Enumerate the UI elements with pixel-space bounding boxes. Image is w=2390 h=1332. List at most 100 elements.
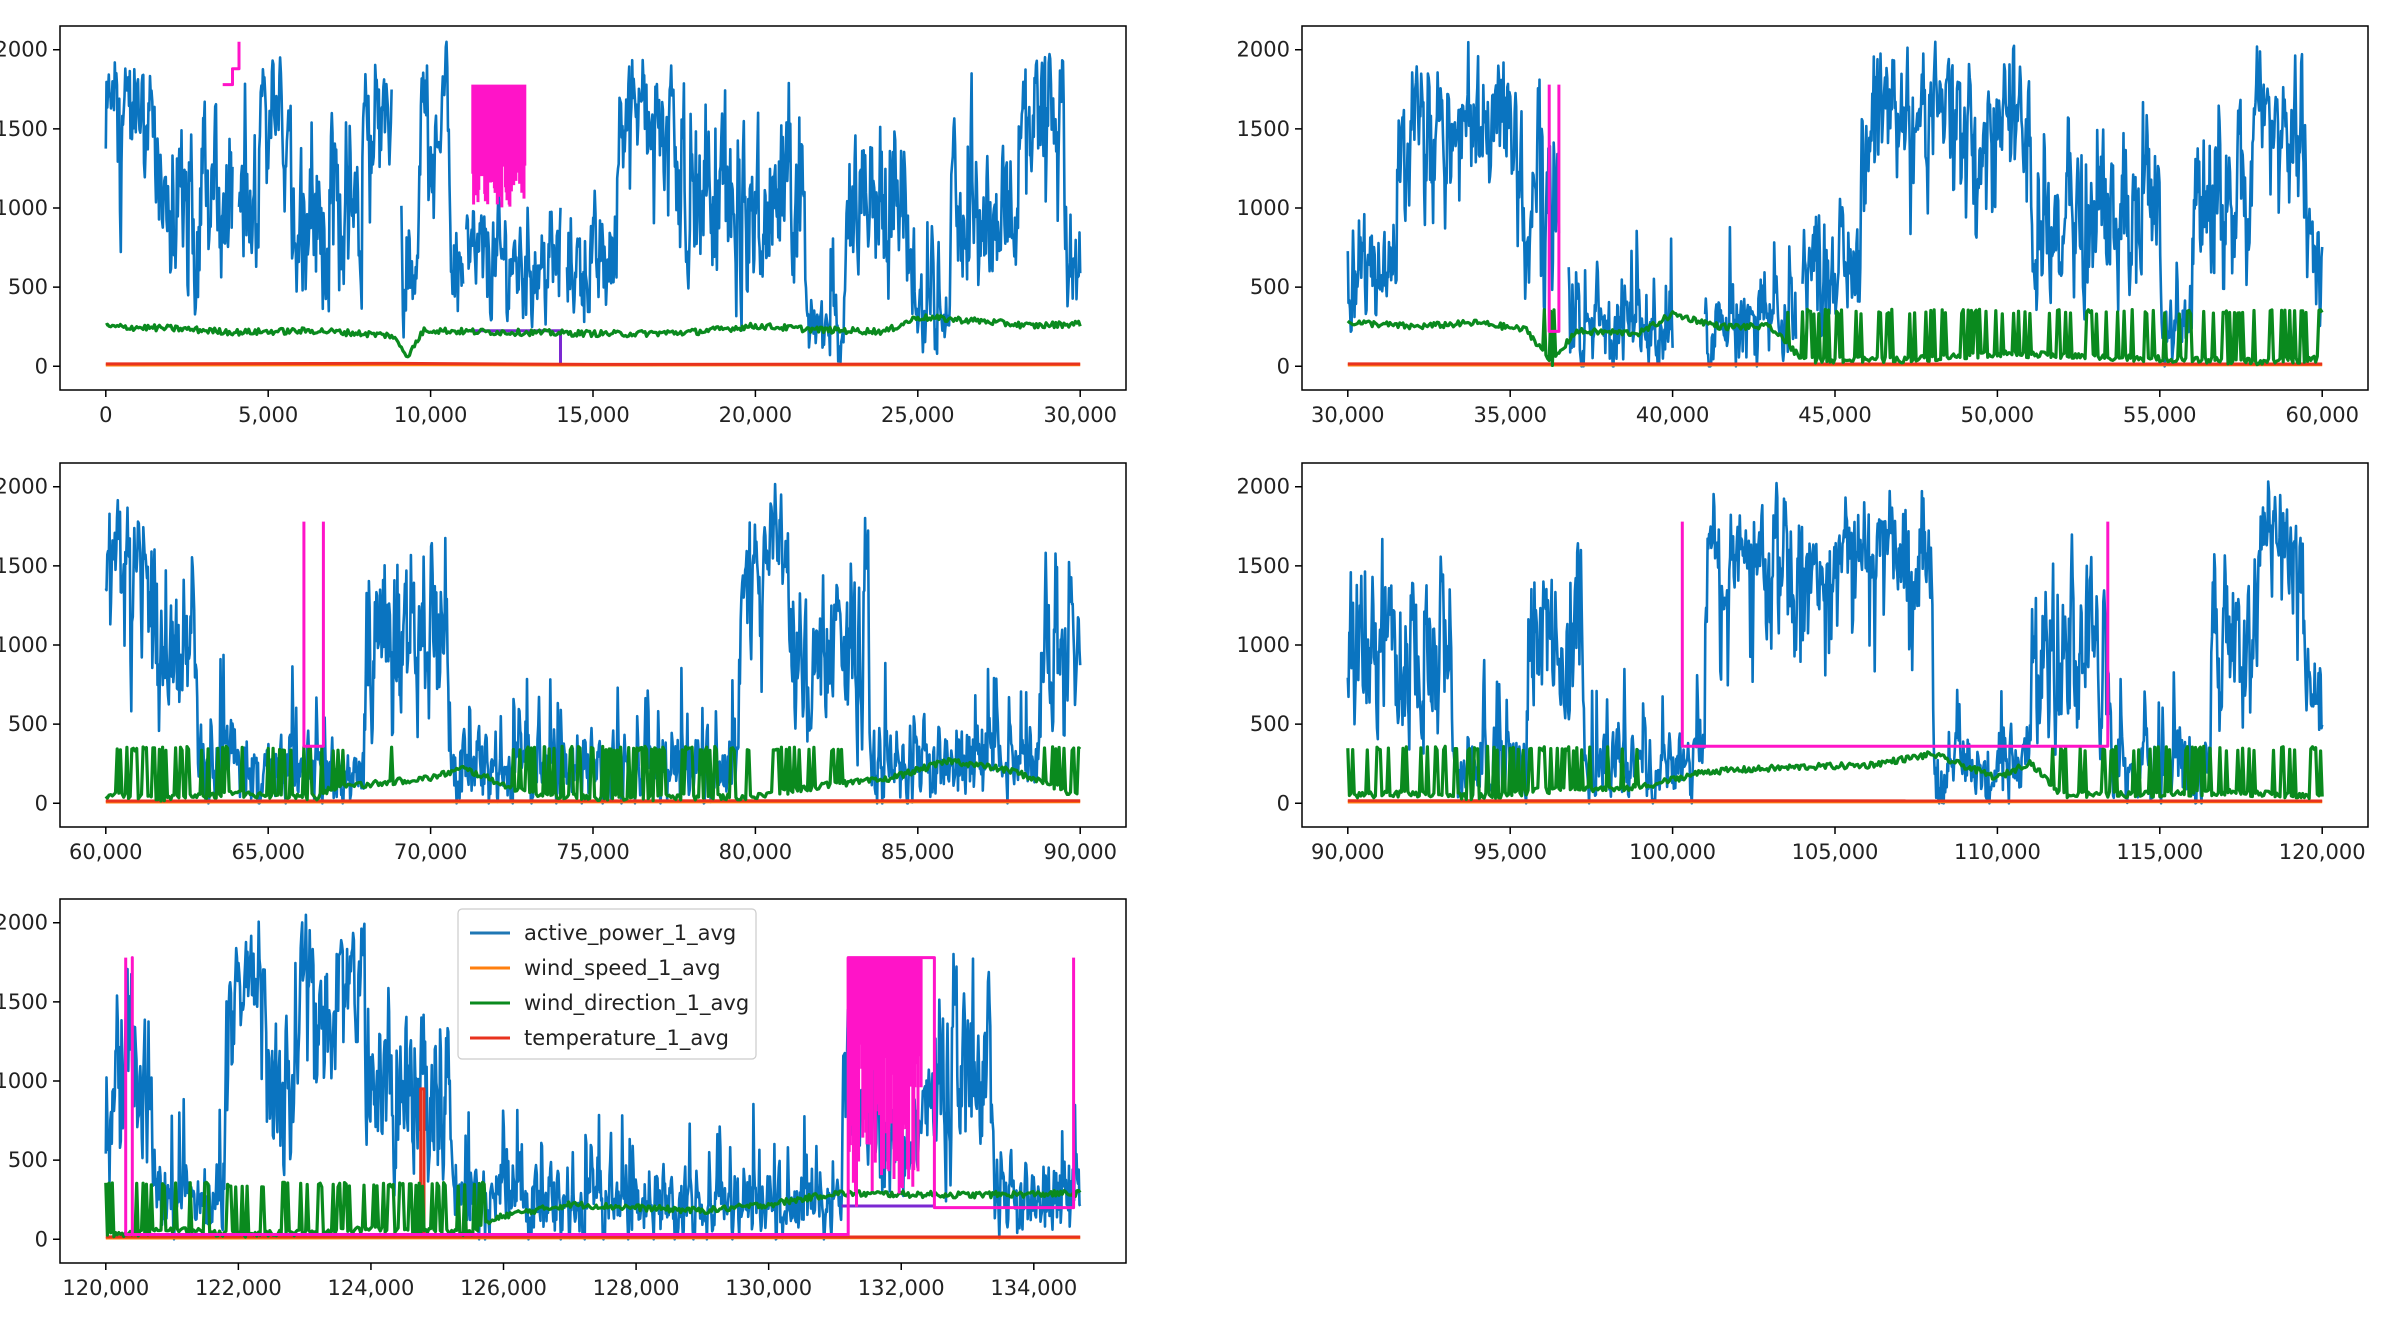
y-tick-label: 2000 [1237, 475, 1290, 499]
subplot-2: 0 500 1000 1500 2000 30,000 35,000 40,000 45,000… [1237, 25, 2369, 427]
plot-area [104, 913, 1082, 1241]
x-tick-label: 30,000 [1043, 403, 1116, 427]
y-tick-label: 2000 [0, 475, 48, 499]
series-burst-extra-magenta [471, 84, 527, 208]
series-line-temperature [419, 1087, 426, 1237]
x-tick-label: 0 [99, 403, 112, 427]
x-tick-label: 60,000 [2285, 403, 2358, 427]
series-line-extra-magenta [124, 956, 1076, 1236]
series-line-active-power [1703, 225, 1798, 368]
series-line-wind-direction [104, 744, 1082, 803]
x-tick-label: 120,000 [62, 1276, 149, 1300]
y-tick-label: 500 [8, 712, 48, 736]
series-line-active-power [1346, 40, 1561, 333]
legend-label: wind_direction_1_avg [524, 991, 749, 1016]
x-tick-label: 65,000 [231, 840, 304, 864]
y-tick-label: 2000 [1237, 38, 1290, 62]
x-tick-label: 134,000 [990, 1276, 1077, 1300]
x-tick-label: 132,000 [858, 1276, 945, 1300]
x-tick-label: 85,000 [881, 840, 954, 864]
y-tick-label: 500 [1250, 712, 1290, 736]
x-tick-label: 115,000 [2116, 840, 2203, 864]
series-line-active-power [237, 56, 393, 313]
legend-label: wind_speed_1_avg [524, 956, 721, 981]
y-tick-label: 1500 [0, 990, 48, 1014]
x-tick-label: 130,000 [725, 1276, 812, 1300]
x-tick-label: 5,000 [238, 403, 298, 427]
y-tick-label: 0 [35, 354, 48, 378]
y-tick-label: 500 [8, 275, 48, 299]
y-tick-label: 1500 [0, 117, 48, 141]
x-tick-label: 40,000 [1636, 403, 1709, 427]
x-tick-label: 95,000 [1473, 840, 1546, 864]
series-line-active-power [104, 61, 234, 316]
x-tick-label: 15,000 [556, 403, 629, 427]
legend-box [457, 908, 757, 1060]
x-tick-label: 45,000 [1798, 403, 1871, 427]
legend-label: temperature_1_avg [524, 1026, 729, 1051]
x-tick-label: 128,000 [593, 1276, 680, 1300]
y-tick-label: 1500 [1237, 117, 1290, 141]
series-line-wind-direction [1346, 307, 2324, 367]
y-tick-label: 1500 [1237, 554, 1290, 578]
series-line-active-power [565, 52, 1082, 364]
x-tick-label: 80,000 [719, 840, 792, 864]
x-tick-label: 35,000 [1473, 403, 1546, 427]
y-tick-label: 0 [1277, 354, 1290, 378]
series-line-extra-magenta [222, 41, 241, 87]
y-tick-label: 1000 [0, 196, 48, 220]
subplot-1: 0 500 1000 1500 2000 0 5,000 10,000 15,000 20,000… [0, 25, 1127, 427]
y-tick-label: 500 [1250, 275, 1290, 299]
plot-area [104, 40, 1082, 367]
x-tick-label: 90,000 [1311, 840, 1384, 864]
subplot-5: 0 500 1000 1500 2000 120,000 122,000 124,000 126… [0, 898, 1127, 1300]
series-line-temperature [105, 361, 1081, 366]
x-tick-label: 30,000 [1311, 403, 1384, 427]
y-tick-label: 2000 [0, 38, 48, 62]
series-line-wind-direction [1346, 744, 2324, 802]
y-tick-label: 1000 [1237, 633, 1290, 657]
legend-label: active_power_1_avg [524, 921, 736, 946]
series-line-active-power [1567, 229, 1674, 368]
x-tick-label: 100,000 [1629, 840, 1716, 864]
x-tick-label: 25,000 [881, 403, 954, 427]
series-line-wind-direction [105, 313, 1082, 359]
x-tick-label: 70,000 [394, 840, 467, 864]
series-line-extra-magenta [302, 521, 325, 748]
y-tick-label: 0 [35, 1227, 48, 1251]
y-tick-label: 0 [35, 791, 48, 815]
y-tick-label: 1000 [0, 1069, 48, 1093]
x-tick-label: 122,000 [195, 1276, 282, 1300]
plot-area [1346, 480, 2324, 805]
series-line-extra-magenta [1547, 84, 1561, 333]
x-tick-label: 126,000 [460, 1276, 547, 1300]
series-line-extra-magenta [1680, 521, 2110, 748]
plot-area [1346, 40, 2324, 368]
series-burst-extra-magenta [846, 957, 923, 1207]
x-tick-label: 124,000 [328, 1276, 415, 1300]
series-line-active-power [465, 186, 562, 329]
x-tick-label: 75,000 [556, 840, 629, 864]
y-tick-label: 2000 [0, 911, 48, 935]
y-tick-label: 0 [1277, 791, 1290, 815]
x-tick-label: 110,000 [1954, 840, 2041, 864]
y-tick-label: 500 [8, 1148, 48, 1172]
x-tick-label: 20,000 [719, 403, 792, 427]
x-tick-label: 10,000 [394, 403, 467, 427]
series-line-active-power [1801, 40, 2324, 368]
x-tick-label: 60,000 [69, 840, 142, 864]
subplot-4: 0 500 1000 1500 2000 90,000 95,000 100,000 105,0… [1237, 462, 2369, 864]
y-tick-label: 1000 [1237, 196, 1290, 220]
x-tick-label: 55,000 [2123, 403, 2196, 427]
y-tick-label: 1500 [0, 554, 48, 578]
legend: active_power_1_avg wind_speed_1_avg wind_d… [457, 908, 757, 1060]
series-line-active-power [400, 40, 465, 339]
x-tick-label: 120,000 [2279, 840, 2366, 864]
x-tick-label: 90,000 [1043, 840, 1116, 864]
x-tick-label: 50,000 [1961, 403, 2034, 427]
subplot-3: 0 500 1000 1500 2000 60,000 65,000 70,000 75,000… [0, 462, 1127, 864]
plot-area [104, 482, 1082, 805]
x-tick-label: 105,000 [1792, 840, 1879, 864]
